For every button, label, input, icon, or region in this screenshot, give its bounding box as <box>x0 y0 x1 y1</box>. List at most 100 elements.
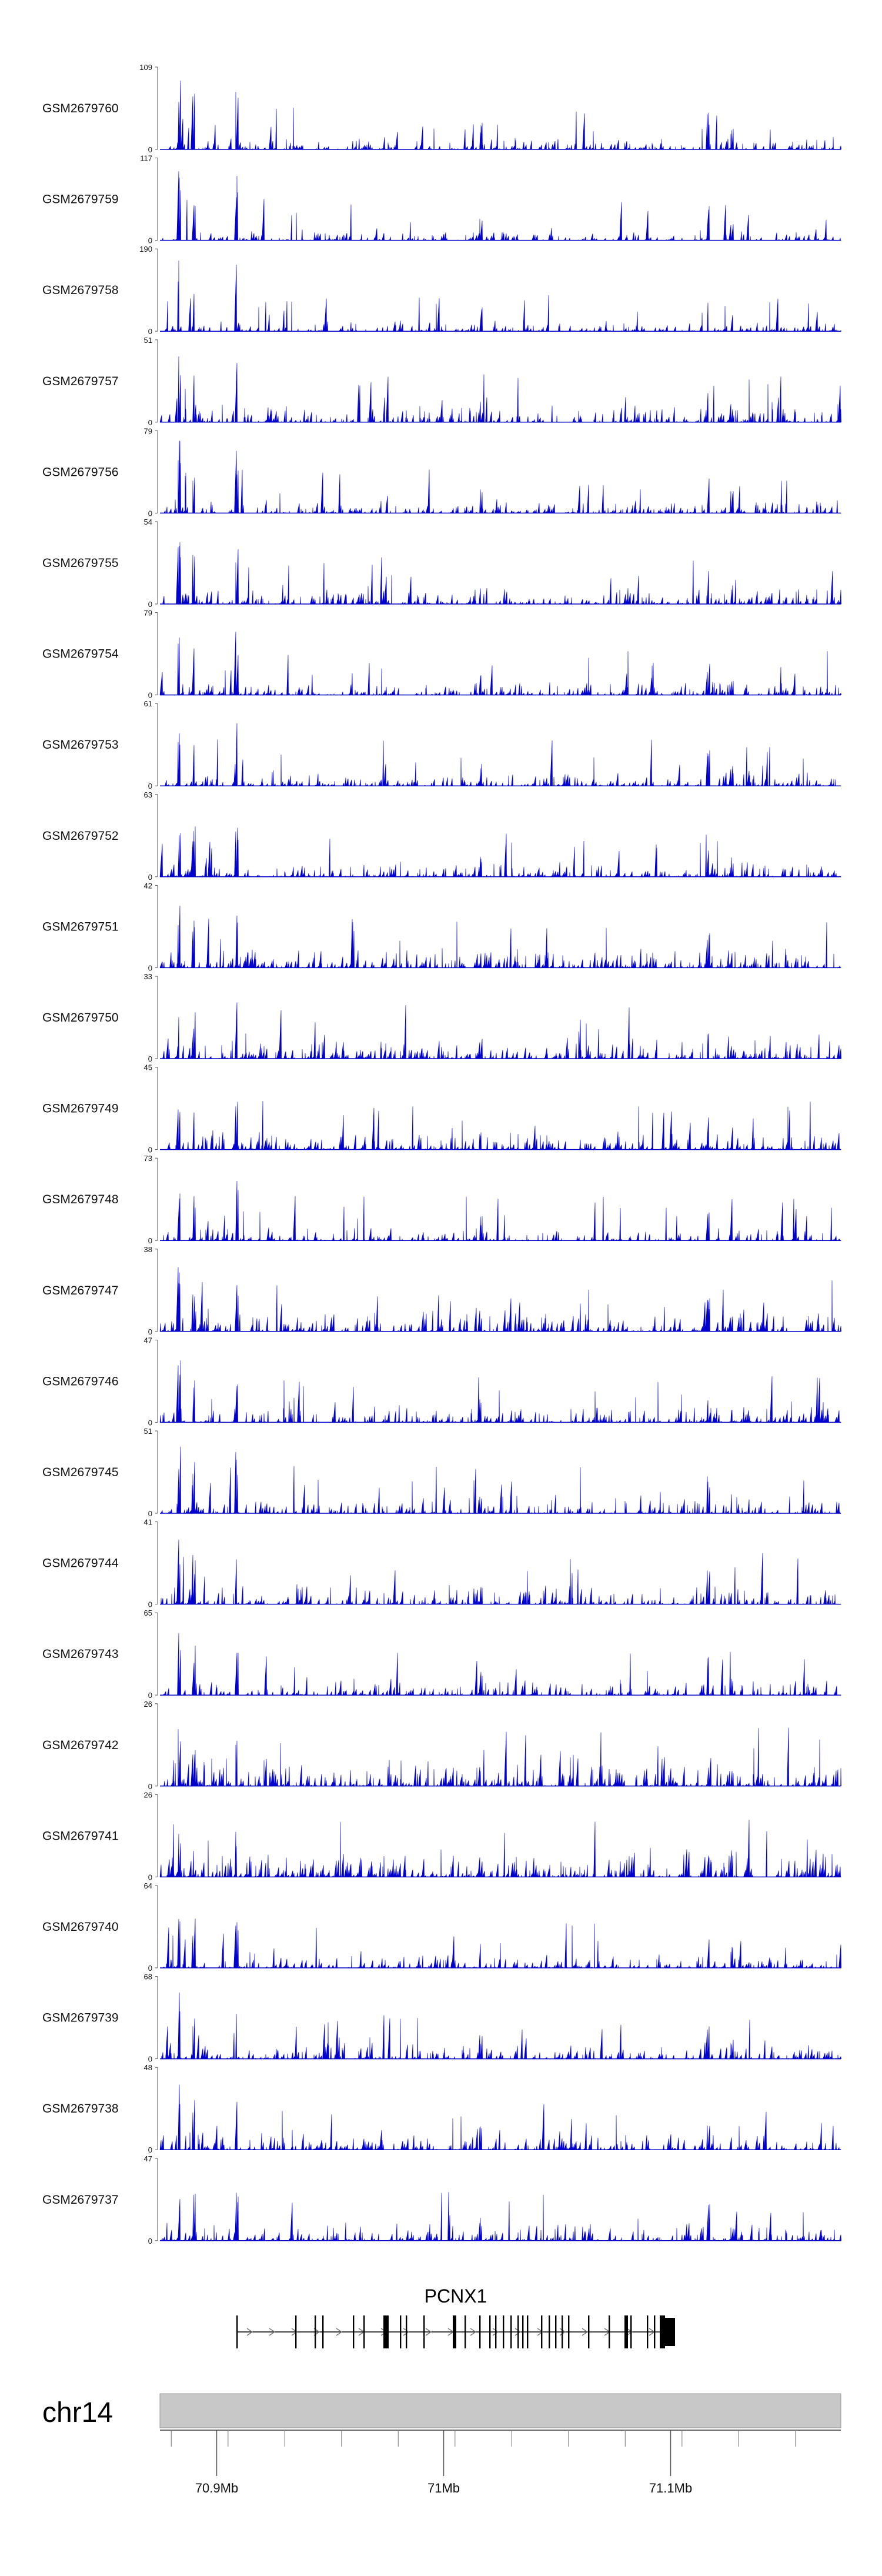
track-label: GSM2679760 <box>42 102 119 115</box>
track-ymax-label: 190 <box>139 245 152 253</box>
gene-exon <box>423 2315 425 2348</box>
gene-exon <box>527 2315 529 2348</box>
gene-exon <box>522 2315 524 2348</box>
track-signal <box>160 1446 841 1514</box>
track-ymax-label: 41 <box>144 1518 152 1527</box>
gene-strand-arrow <box>336 2328 343 2336</box>
track-label: GSM2679745 <box>42 1466 119 1479</box>
gene-strand-arrow <box>514 2328 522 2336</box>
chromosome-ideogram: chr14 70.9Mb 71Mb 71.1Mb <box>42 2393 841 2495</box>
track-ymax-label: 73 <box>144 1154 152 1163</box>
track-ymax-label: 51 <box>144 336 152 345</box>
genomic-axis-tick-label: 71Mb <box>427 2481 460 2495</box>
gene-exon <box>322 2315 324 2348</box>
track-ymin-label: 0 <box>148 2237 152 2245</box>
track-GSM2679760: GSM2679760 109 0 <box>42 63 841 154</box>
track-ymax-label: 61 <box>144 699 152 708</box>
gene-exon <box>654 2315 656 2348</box>
signal-tracks: GSM2679760 109 0 GSM2679759 117 0 GSM2679758 19… <box>42 63 842 2245</box>
track-signal <box>160 1539 841 1605</box>
track-label: GSM2679757 <box>42 375 119 388</box>
track-signal <box>159 1267 841 1332</box>
track-label: GSM2679750 <box>42 1011 119 1025</box>
track-ymin-label: 0 <box>148 600 152 609</box>
track-ymax-label: 26 <box>144 1700 152 1709</box>
gene-exon <box>363 2315 365 2348</box>
gene-exon <box>479 2315 481 2348</box>
track-ymin-label: 0 <box>148 509 152 518</box>
track-ymin-label: 0 <box>148 1418 152 1427</box>
track-label: GSM2679742 <box>42 1739 119 1752</box>
gene-strand-arrow <box>425 2328 432 2336</box>
gene-strand-arrow <box>492 2328 499 2336</box>
track-GSM2679751: GSM2679751 42 0 <box>42 881 841 972</box>
gene-exon <box>568 2315 570 2348</box>
gene-exon <box>383 2315 389 2348</box>
track-signal <box>160 1101 841 1150</box>
track-ymax-label: 48 <box>144 2063 152 2072</box>
track-signal <box>159 905 841 969</box>
track-label: GSM2679753 <box>42 738 119 752</box>
track-signal <box>159 1360 841 1423</box>
track-ymin-label: 0 <box>148 1146 152 1154</box>
track-label: GSM2679737 <box>42 2193 119 2207</box>
track-signal <box>160 723 841 787</box>
track-label: GSM2679740 <box>42 1920 119 1934</box>
track-signal <box>159 1820 841 1878</box>
gene-exon <box>630 2315 632 2348</box>
track-ymax-label: 33 <box>144 972 152 981</box>
track-GSM2679757: GSM2679757 51 0 <box>42 336 841 427</box>
track-label: GSM2679749 <box>42 1102 119 1116</box>
track-signal <box>160 171 841 241</box>
gene-exon <box>315 2315 316 2348</box>
track-ymax-label: 38 <box>144 1245 152 1254</box>
gene-exon <box>647 2315 649 2348</box>
gene-exon <box>503 2315 505 2348</box>
track-GSM2679747: GSM2679747 38 0 <box>42 1245 841 1336</box>
gene-strand-arrow <box>626 2328 633 2336</box>
track-ymin-label: 0 <box>148 1600 152 1609</box>
track-signal <box>159 1727 841 1787</box>
track-label: GSM2679746 <box>42 1374 119 1388</box>
gene-strand-arrow <box>537 2328 544 2336</box>
gene-exon <box>353 2315 355 2348</box>
track-ymax-label: 63 <box>144 790 152 799</box>
track-GSM2679737: GSM2679737 47 0 <box>42 2154 841 2245</box>
track-label: GSM2679743 <box>42 1647 119 1661</box>
track-ymax-label: 42 <box>144 881 152 890</box>
track-label: GSM2679755 <box>42 556 119 570</box>
gene-exon <box>541 2315 543 2348</box>
track-ymin-label: 0 <box>148 2055 152 2064</box>
chromosome-label: chr14 <box>42 2397 113 2428</box>
gene-strand-arrow <box>246 2328 253 2336</box>
track-ymax-label: 79 <box>144 609 152 618</box>
track-GSM2679758: GSM2679758 190 0 <box>42 245 842 336</box>
track-GSM2679738: GSM2679738 48 0 <box>42 2063 841 2154</box>
gene-exon <box>465 2315 466 2348</box>
gene-model: PCNX1 <box>236 2285 675 2348</box>
track-ymax-label: 26 <box>144 1790 152 1799</box>
track-ymax-label: 65 <box>144 1609 152 1617</box>
track-signal <box>160 542 841 605</box>
track-label: GSM2679752 <box>42 829 119 843</box>
gene-exon <box>660 2315 665 2348</box>
track-signal <box>159 2084 841 2151</box>
track-signal <box>159 356 841 423</box>
track-signal <box>159 826 841 877</box>
track-signal <box>159 632 841 696</box>
track-ymin-label: 0 <box>148 873 152 882</box>
track-label: GSM2679758 <box>42 283 119 297</box>
track-ymax-label: 45 <box>144 1063 152 1072</box>
track-label: GSM2679741 <box>42 1829 119 1843</box>
gene-exon <box>588 2315 590 2348</box>
track-ymin-label: 0 <box>148 1964 152 1973</box>
track-ymin-label: 0 <box>148 691 152 700</box>
track-signal <box>160 1992 841 2060</box>
track-GSM2679741: GSM2679741 26 0 <box>42 1790 841 1881</box>
track-ymin-label: 0 <box>148 1509 152 1518</box>
gene-exon <box>562 2315 563 2348</box>
gene-exon <box>295 2315 297 2348</box>
gene-strand-arrow <box>291 2328 298 2336</box>
track-GSM2679759: GSM2679759 117 0 <box>42 154 841 245</box>
track-label: GSM2679748 <box>42 1193 119 1206</box>
